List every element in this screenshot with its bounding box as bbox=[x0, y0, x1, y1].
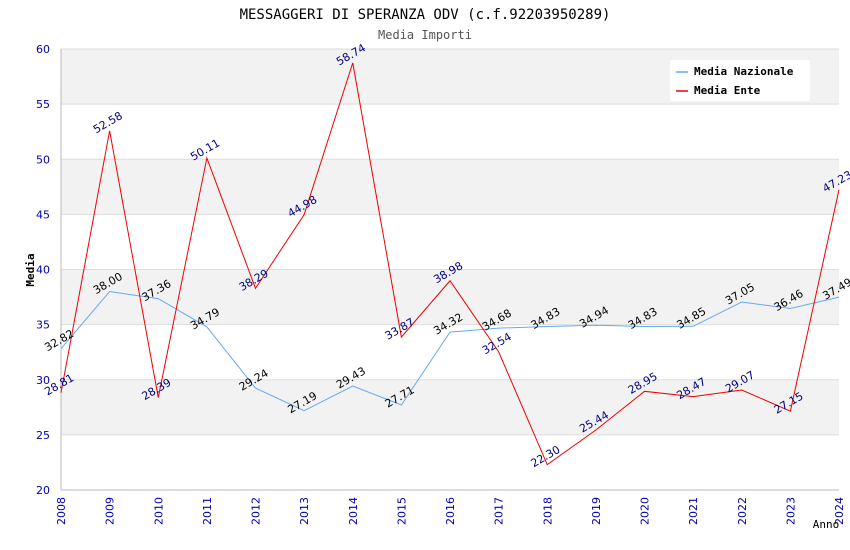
x-tick-label: 2023 bbox=[784, 497, 797, 525]
x-tick-label: 2010 bbox=[152, 497, 165, 525]
y-tick-label: 25 bbox=[36, 429, 50, 442]
legend-box bbox=[670, 60, 810, 101]
x-tick-label: 2015 bbox=[395, 497, 408, 525]
y-tick-label: 35 bbox=[36, 319, 50, 332]
plot-bands bbox=[61, 49, 839, 435]
y-tick-label: 55 bbox=[36, 98, 50, 111]
legend-label-media-nazionale: Media Nazionale bbox=[694, 65, 794, 78]
legend-label-media-ente: Media Ente bbox=[694, 84, 761, 97]
grid-lines bbox=[61, 48, 839, 491]
y-axis-label: Media bbox=[24, 253, 37, 286]
y-tick-label: 60 bbox=[36, 43, 50, 56]
x-tick-label: 2013 bbox=[298, 497, 311, 525]
x-tick-label: 2014 bbox=[347, 497, 360, 525]
plot-band bbox=[61, 159, 839, 215]
x-axis-label: Anno bbox=[813, 518, 840, 531]
x-tick-label: 2009 bbox=[104, 497, 117, 525]
plot-band bbox=[61, 379, 839, 435]
x-tick-label: 2012 bbox=[250, 497, 263, 525]
y-tick-label: 20 bbox=[36, 484, 50, 497]
series-line-media-ente bbox=[60, 62, 840, 466]
chart-title: MESSAGGERI DI SPERANZA ODV (c.f.92203950… bbox=[240, 7, 611, 23]
y-tick-labels: 20 25 30 35 40 45 50 55 60 bbox=[36, 43, 50, 497]
plot-band bbox=[61, 269, 839, 325]
data-label: 22.30 bbox=[529, 443, 563, 470]
y-tick-label: 45 bbox=[36, 208, 50, 221]
y-tick-label: 30 bbox=[36, 374, 50, 387]
x-tick-label: 2019 bbox=[590, 497, 603, 525]
x-tick-label: 2011 bbox=[201, 497, 214, 525]
series-lines bbox=[60, 62, 840, 466]
x-tick-label: 2008 bbox=[55, 497, 68, 525]
x-tick-label: 2017 bbox=[493, 497, 506, 525]
x-tick-label: 2021 bbox=[687, 497, 700, 525]
y-tick-label: 50 bbox=[36, 153, 50, 166]
x-tick-label: 2016 bbox=[444, 497, 457, 525]
x-tick-label: 2018 bbox=[541, 497, 554, 525]
y-tick-label: 40 bbox=[36, 264, 50, 277]
data-label: 52.58 bbox=[91, 109, 125, 136]
data-label: 32.54 bbox=[480, 330, 514, 357]
legend: Media Nazionale Media Ente bbox=[670, 60, 810, 101]
x-tick-labels: 2008 2009 2010 2011 2012 2013 2014 2015 2016 2017… bbox=[55, 497, 846, 525]
x-tick-label: 2022 bbox=[736, 497, 749, 525]
series-line-media-nazionale bbox=[60, 291, 840, 412]
x-tick-label: 2024 bbox=[833, 497, 846, 525]
chart-subtitle: Media Importi bbox=[378, 28, 472, 42]
x-tick-label: 2020 bbox=[639, 497, 652, 525]
